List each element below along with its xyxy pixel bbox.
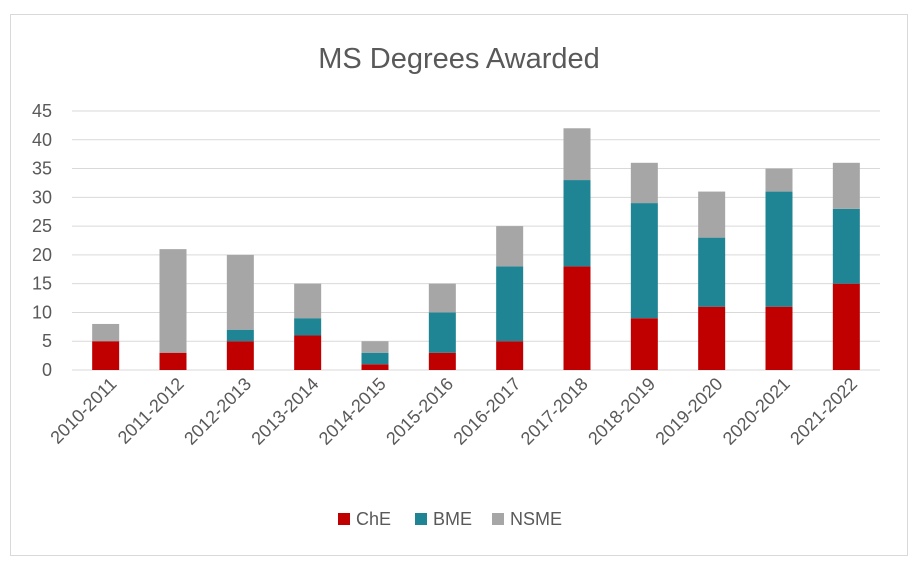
y-tick-label: 35 bbox=[32, 159, 52, 179]
bar-bme bbox=[630, 203, 658, 319]
bar-nsme bbox=[563, 128, 591, 181]
y-tick-label: 10 bbox=[32, 302, 52, 322]
legend: ChE BME NSME bbox=[338, 509, 562, 529]
bar-che bbox=[563, 266, 591, 370]
bar-bme bbox=[428, 312, 456, 353]
bar-bme bbox=[496, 266, 524, 342]
bar-bme bbox=[765, 191, 793, 307]
y-tick-label: 20 bbox=[32, 245, 52, 265]
legend-swatch-bme bbox=[415, 513, 427, 525]
chart-title: MS Degrees Awarded bbox=[318, 43, 600, 75]
bar-bme bbox=[698, 237, 726, 307]
x-tick-label: 2017-2018 bbox=[517, 374, 592, 449]
y-tick-label: 25 bbox=[32, 216, 52, 236]
legend-label-nsme: NSME bbox=[510, 509, 562, 529]
bar-nsme bbox=[159, 249, 187, 353]
x-tick-label: 2015-2016 bbox=[382, 374, 457, 449]
bar-bme bbox=[294, 318, 322, 336]
bar-che bbox=[765, 306, 793, 370]
bar-bme bbox=[563, 180, 591, 267]
x-tick-label: 2011-2012 bbox=[114, 374, 188, 448]
legend-swatch-che bbox=[338, 513, 350, 525]
x-tick-label: 2019-2020 bbox=[651, 374, 726, 449]
x-tick-label: 2014-2015 bbox=[315, 374, 390, 449]
bar-nsme bbox=[496, 226, 524, 267]
bar-che bbox=[832, 283, 860, 370]
bar-che bbox=[294, 335, 322, 370]
legend-label-bme: BME bbox=[433, 509, 472, 529]
y-axis-ticks: 0 5 10 15 20 25 30 35 40 45 bbox=[32, 101, 52, 380]
x-tick-label: 2012-2013 bbox=[180, 374, 255, 449]
bar-nsme bbox=[226, 254, 254, 330]
legend-label-che: ChE bbox=[356, 509, 391, 529]
bar-nsme bbox=[765, 168, 793, 192]
bar-nsme bbox=[698, 191, 726, 238]
bar-che bbox=[226, 341, 254, 370]
bar-bme bbox=[226, 329, 254, 342]
bar-nsme bbox=[294, 283, 322, 319]
bar-nsme bbox=[361, 341, 389, 353]
x-axis-ticks: 2010-20112011-20122012-20132013-20142014… bbox=[46, 374, 861, 449]
y-tick-label: 15 bbox=[32, 274, 52, 294]
bars bbox=[92, 128, 860, 370]
bar-che bbox=[698, 306, 726, 370]
x-tick-label: 2013-2014 bbox=[247, 374, 322, 449]
bar-che bbox=[361, 364, 389, 370]
legend-swatch-nsme bbox=[492, 513, 504, 525]
x-tick-label: 2020-2021 bbox=[719, 374, 794, 449]
y-tick-label: 0 bbox=[42, 360, 52, 380]
bar-bme bbox=[832, 208, 860, 284]
x-tick-label: 2021-2022 bbox=[786, 374, 861, 449]
gridlines bbox=[72, 110, 880, 371]
bar-che bbox=[630, 318, 658, 370]
x-tick-label: 2010-2011 bbox=[46, 374, 120, 448]
x-tick-label: 2016-2017 bbox=[449, 374, 524, 449]
bar-che bbox=[428, 352, 456, 370]
y-tick-label: 45 bbox=[32, 101, 52, 121]
bar-che bbox=[496, 341, 524, 370]
x-tick-label: 2018-2019 bbox=[584, 374, 659, 449]
bar-che bbox=[92, 341, 120, 370]
bar-nsme bbox=[92, 323, 120, 342]
bar-nsme bbox=[832, 162, 860, 209]
y-tick-label: 30 bbox=[32, 187, 52, 207]
bar-bme bbox=[361, 352, 389, 365]
bar-che bbox=[159, 352, 187, 370]
y-tick-label: 40 bbox=[32, 130, 52, 150]
bar-nsme bbox=[630, 162, 658, 204]
bar-nsme bbox=[428, 283, 456, 313]
y-tick-label: 5 bbox=[42, 331, 52, 351]
